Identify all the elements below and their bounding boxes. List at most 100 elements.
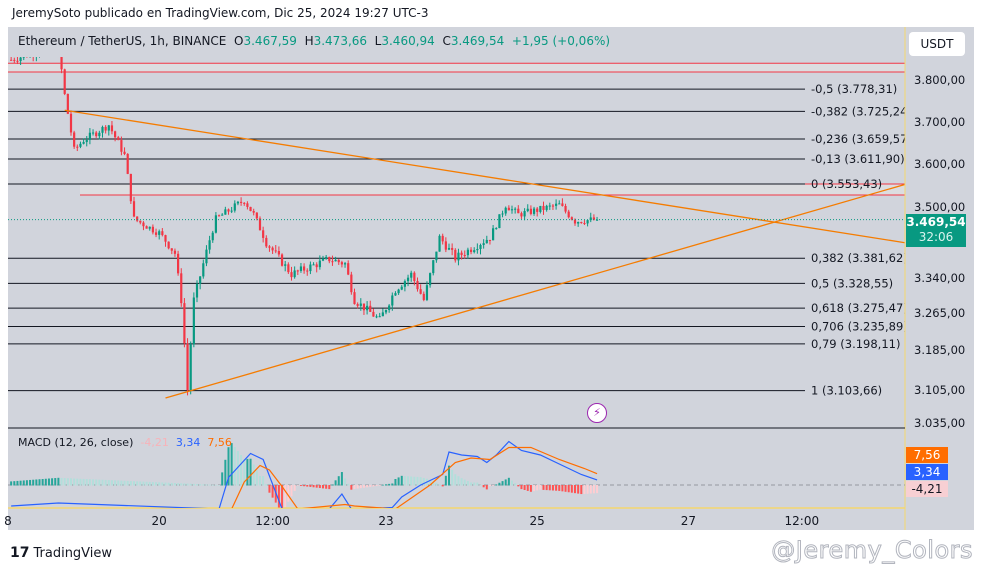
macd-histogram-bar — [299, 485, 302, 486]
macd-histogram-bar — [281, 485, 284, 508]
candle-body — [10, 59, 13, 61]
chart-frame[interactable] — [8, 27, 974, 530]
open-label: O — [234, 34, 244, 48]
candle-body — [325, 256, 328, 259]
macd-histogram-bar — [583, 485, 586, 495]
currency-button[interactable]: USDT — [909, 32, 965, 56]
candle-body — [136, 216, 139, 221]
candle-body — [577, 222, 580, 224]
candle-body — [406, 277, 410, 282]
fib-level-label: 0,706 (3.235,89) — [811, 319, 908, 333]
macd-histogram-bar — [416, 476, 419, 486]
last-price-tag: 3.469,54 32:06 — [906, 214, 966, 247]
candle-body — [13, 59, 16, 61]
macd-histogram-bar — [378, 485, 381, 486]
candle-body — [451, 247, 454, 250]
macd-histogram-bar — [186, 483, 189, 486]
macd-histogram-bar — [192, 483, 195, 486]
candle-body — [545, 205, 548, 210]
candle-body — [35, 55, 37, 57]
macd-histogram-bar — [262, 476, 265, 486]
macd-histogram-bar — [63, 478, 66, 486]
macd-histogram-bar — [356, 485, 359, 489]
macd-histogram-bar — [457, 476, 460, 486]
candle-body — [378, 316, 381, 318]
macd-histogram-bar — [170, 482, 173, 486]
macd-histogram-bar — [470, 482, 473, 486]
candle-body — [249, 206, 252, 212]
macd-histogram-bar — [22, 480, 25, 486]
candle-body — [592, 217, 595, 220]
macd-histogram-bar — [312, 485, 315, 488]
candle-body — [195, 283, 199, 298]
macd-histogram-bar — [38, 479, 41, 486]
candle-body — [337, 259, 340, 263]
macd-histogram-bar — [142, 481, 145, 486]
macd-histogram-bar — [236, 451, 239, 486]
candle-body — [69, 113, 73, 133]
candle-body — [570, 217, 573, 220]
macd-histogram-bar — [60, 477, 63, 486]
macd-histogram-bar — [564, 485, 567, 492]
macd-histogram-bar — [44, 478, 47, 486]
macd-histogram-bar — [243, 459, 246, 486]
macd-histogram-bar — [199, 484, 202, 486]
candle-body — [293, 270, 296, 278]
macd-histogram-bar — [419, 477, 422, 486]
macd-histogram-bar — [328, 485, 331, 490]
candle-body — [271, 247, 274, 251]
macd-histogram-bar — [517, 485, 520, 487]
candle-body — [214, 215, 217, 233]
candle-body — [265, 237, 268, 247]
candle-body — [139, 220, 142, 223]
candle-body — [555, 203, 558, 206]
candle-body — [460, 252, 463, 255]
macd-title[interactable]: MACD (12, 26, close) — [18, 436, 134, 449]
candle-body — [303, 266, 306, 271]
macd-histogram-bar — [73, 478, 76, 486]
candle-body — [32, 54, 34, 57]
macd-histogram-bar — [350, 485, 353, 490]
macd-histogram-bar — [287, 485, 290, 502]
macd-histogram-bar — [101, 479, 104, 486]
symbol-name[interactable]: Ethereum / TetherUS, 1h, BINANCE — [18, 34, 227, 48]
candle-body — [372, 311, 375, 317]
low-value: 3.460,94 — [381, 34, 435, 48]
macd-histogram-bar — [19, 480, 22, 486]
candle-body — [356, 304, 359, 306]
macd-histogram-bar — [10, 481, 13, 486]
macd-histogram-bar — [533, 485, 536, 492]
candle-body — [526, 208, 529, 212]
macd-histogram-bar — [208, 484, 211, 486]
macd-hist-value: -4,21 — [140, 436, 169, 449]
candle-body — [205, 249, 208, 264]
candle-body — [375, 316, 378, 318]
candle-body — [334, 259, 337, 262]
macd-histogram-bar — [479, 484, 482, 486]
macd-histogram-bar — [369, 485, 372, 487]
candle-body — [82, 142, 85, 144]
candle-body — [76, 146, 79, 148]
candle-body — [331, 261, 334, 263]
lightning-icon[interactable]: ⚡ — [587, 403, 607, 423]
macd-histogram-bar — [177, 483, 180, 486]
candle-body — [312, 264, 315, 266]
macd-histogram-bar — [448, 465, 450, 486]
candle-body — [473, 250, 476, 253]
candle-body — [287, 264, 290, 273]
footer-brand: TradingView — [33, 545, 113, 561]
macd-histogram-bar — [303, 485, 306, 487]
candle-body — [447, 247, 451, 250]
candle-body — [485, 239, 488, 244]
tradingview-footer[interactable]: 17 TradingView — [10, 545, 112, 561]
candle-body — [539, 205, 542, 212]
candle-body — [29, 54, 31, 57]
candle-body — [589, 217, 592, 221]
candle-body — [381, 312, 384, 317]
macd-histogram-bar — [375, 485, 378, 487]
macd-histogram-bar — [13, 481, 16, 486]
macd-histogram-bar — [315, 485, 318, 488]
macd-histogram-bar — [167, 482, 170, 486]
macd-histogram-bar — [451, 469, 454, 486]
